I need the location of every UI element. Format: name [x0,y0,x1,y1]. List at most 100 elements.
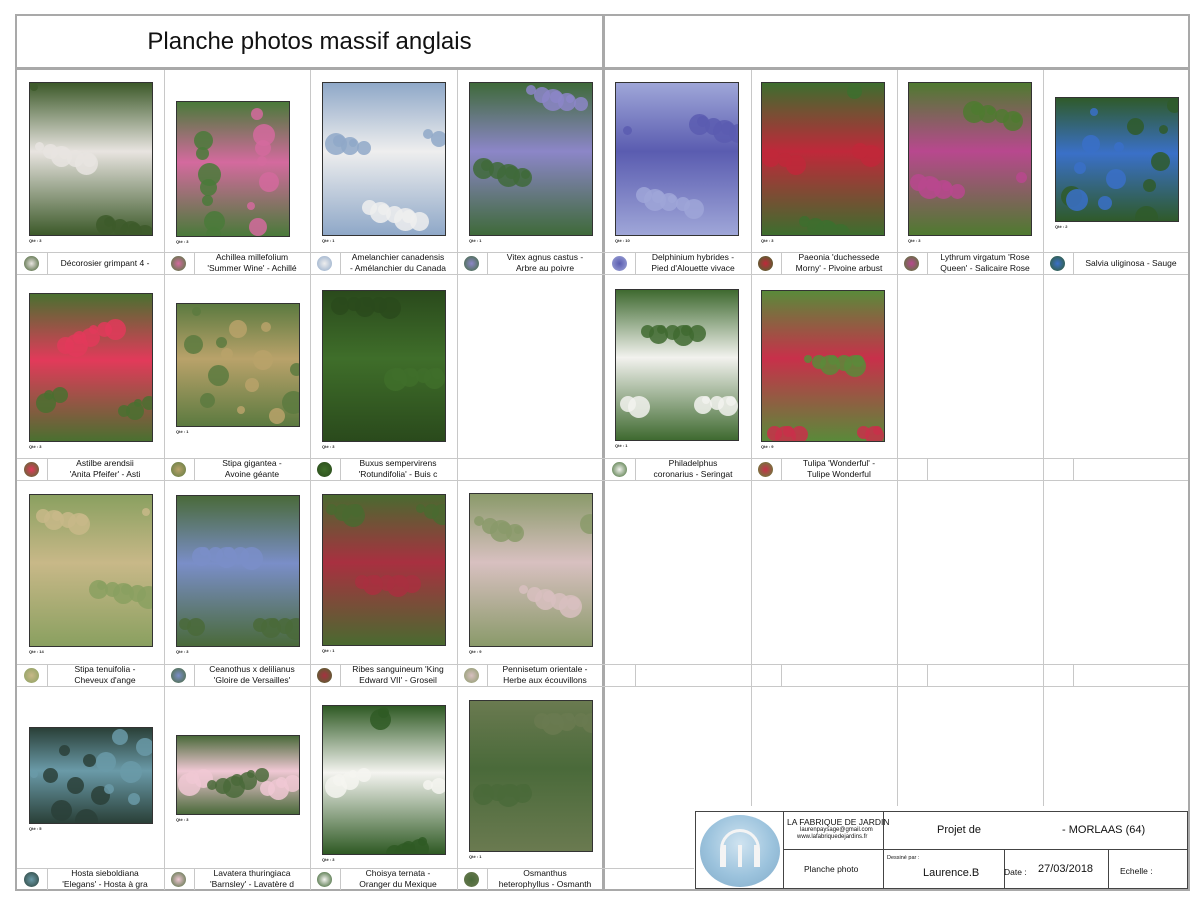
plant-thumbnail [464,256,479,271]
plant-thumbnail [24,462,39,477]
plant-name: Philadelphus coronarius - Seringat [653,458,733,479]
plant-quantity: Qté : 3 [176,649,189,654]
plant-quantity: Qté : 3 [29,444,42,449]
plant-name: Paeonia 'duchessede Morny' - Pivoine arb… [795,252,883,273]
plant-name: Stipa tenuifolia - Cheveux d'ange [74,664,136,685]
plant-photo [322,705,446,855]
plant-name: Stipa gigantea - Avoine géante [222,458,282,479]
grid-stub-line [781,664,782,686]
label-separator [1073,252,1074,274]
plant-name: Ribes sanguineum 'King Edward VII' - Gro… [352,664,444,685]
company-name: LA FABRIQUE DE JARDIN [787,817,890,827]
plant-name: Buxus sempervirens 'Rotundifolia' - Buis… [358,458,438,479]
label-separator [194,458,195,480]
sheet-name: Planche photo [804,864,859,874]
grid-row-line [17,480,1188,481]
plant-thumbnail [317,462,332,477]
plant-name: Osmanthus heterophyllus - Osmanth [498,868,592,889]
label-separator [194,868,195,890]
plant-thumbnail [171,872,186,887]
plant-thumbnail [317,668,332,683]
plant-quantity: Qté : 9 [469,649,482,654]
label-separator [194,664,195,686]
plant-thumbnail [1050,256,1065,271]
plant-photo [176,101,290,237]
plant-name: Hosta sieboldiana 'Elegans' - Hosta à gr… [62,868,148,889]
label-separator [194,252,195,274]
label-separator [635,458,636,480]
plant-photo [29,494,153,647]
plant-name: Amelanchier canadensis - Amélanchier du … [350,252,446,273]
title-block: LA FABRIQUE DE JARDIN laurenpaysage@gmai… [695,811,1188,889]
label-separator [781,458,782,480]
plant-thumbnail [464,872,479,887]
plant-quantity: Qté : 10 [615,238,630,243]
plant-photo [761,290,885,442]
date-value: 27/03/2018 [1038,863,1094,875]
label-separator [47,458,48,480]
plant-thumbnail [317,256,332,271]
grid-stub-line [927,664,928,686]
plant-photo [908,82,1032,236]
plant-photo [322,82,446,236]
plant-quantity: Qté : 1 [615,443,628,448]
plant-quantity: Qté : 1 [322,238,335,243]
label-separator [340,252,341,274]
plant-name: Vitex agnus castus - Arbre au poivre [506,252,584,273]
project-value: - MORLAAS (64) [1062,824,1146,836]
grid-row-line [17,252,1188,253]
plant-quantity: Qté : 1 [322,648,335,653]
plant-quantity: Qté : 5 [29,826,42,831]
plant-thumbnail [24,256,39,271]
plant-quantity: Qté : 1 [469,854,482,859]
plant-quantity: Qté : 3 [322,857,335,862]
drawn-by-label: Dessiné par : [887,855,920,861]
plant-thumbnail [171,256,186,271]
plant-photo [322,290,446,442]
project-label: Projet de [937,824,982,836]
plant-photo [469,700,593,852]
label-separator [47,252,48,274]
plant-quantity: Qté : 3 [29,238,42,243]
label-separator [47,664,48,686]
scale-label: Echelle : [1120,866,1153,876]
grid-row-line [17,686,1188,687]
plant-thumbnail [612,256,627,271]
grid-column-line [897,70,898,806]
plant-thumbnail [171,462,186,477]
grid-stub-line [927,458,928,480]
plant-thumbnail [464,668,479,683]
plant-quantity: Qté : 2 [1055,224,1068,229]
label-separator [927,252,928,274]
plant-photo [176,495,300,647]
grid-row-line [17,664,1188,665]
company-website: www.lafabriquedejardins.fr [797,834,868,840]
plant-name: Astilbe arendsii 'Anita Pfeifer' - Asti [69,458,141,479]
plant-name: Ceanothus x delilianus 'Gloire de Versai… [209,664,295,685]
grid-row-line [17,868,694,869]
page-title: Planche photos massif anglais [147,27,472,55]
label-separator [635,252,636,274]
plant-quantity: Qté : 3 [322,444,335,449]
grid-column-line [1043,70,1044,806]
label-separator [340,868,341,890]
plant-photo [29,727,153,824]
plant-photo [29,82,153,236]
company-logo [700,815,780,887]
plant-photo [176,735,300,815]
label-separator [340,458,341,480]
plant-thumbnail [758,256,773,271]
plant-name: Choisya ternata - Oranger du Mexique [359,868,437,889]
grid-stub-line [1073,458,1074,480]
plant-photo [29,293,153,442]
plant-name: Delphinium hybrides - Pied d'Alouette vi… [651,252,735,273]
plant-quantity: Qté : 3 [176,817,189,822]
label-separator [781,252,782,274]
plant-photo [615,82,739,236]
plant-thumbnail [758,462,773,477]
grid-row-line [17,458,1188,459]
plant-photo [1055,97,1179,222]
plant-thumbnail [904,256,919,271]
label-separator [487,868,488,890]
grid-row-line [17,274,1188,275]
